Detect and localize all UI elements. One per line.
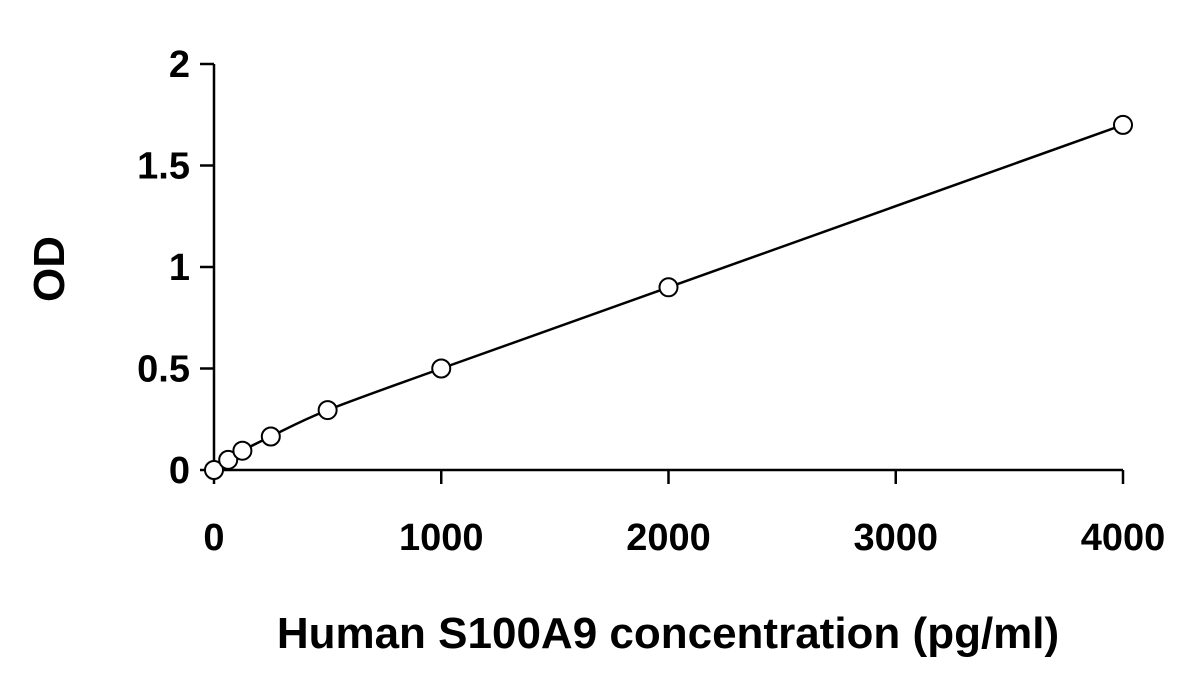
y-tick-label: 1.5 (137, 146, 190, 188)
fit-line-group (213, 123, 1124, 472)
x-tick-label: 1000 (399, 517, 484, 559)
data-points (204, 114, 1133, 480)
x-tick-label: 2000 (626, 517, 711, 559)
data-point (218, 449, 239, 470)
y-axis-title: OD (25, 236, 74, 302)
data-point (658, 277, 679, 298)
data-point (204, 460, 224, 480)
data-point (260, 426, 281, 447)
data-point (431, 358, 452, 379)
y-tick-label: 0.5 (137, 349, 190, 391)
x-tick-label: 0 (203, 517, 224, 559)
x-tick-label: 4000 (1081, 517, 1166, 559)
y-ticks: 0 0.5 1 1.5 2 (137, 44, 214, 492)
x-tick-label: 3000 (853, 517, 938, 559)
axes (212, 64, 1123, 472)
x-ticks: 0 1000 2000 3000 4000 (203, 470, 1165, 559)
y-tick-label: 2 (169, 44, 190, 86)
x-axis-title: Human S100A9 concentration (pg/ml) (277, 609, 1059, 658)
data-point (232, 440, 253, 461)
y-tick-label: 0 (169, 450, 190, 492)
y-tick-label: 1 (169, 247, 190, 289)
fit-line (213, 123, 1124, 472)
data-point (1113, 114, 1133, 135)
data-point (317, 400, 338, 421)
